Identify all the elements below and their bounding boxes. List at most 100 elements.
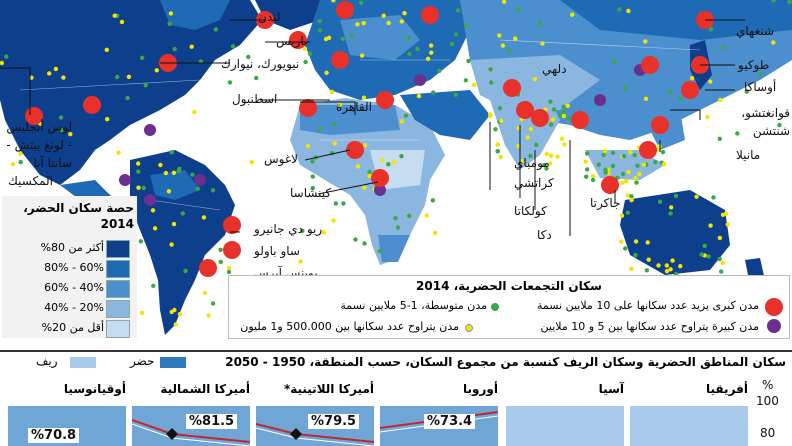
small-city-dot — [699, 252, 704, 257]
small-city-dot — [528, 126, 533, 132]
small-city-dot — [633, 239, 639, 244]
small-city-dot — [489, 80, 494, 85]
small-city-dot — [4, 54, 9, 59]
small-city-dot — [136, 169, 141, 174]
small-city-dot — [210, 188, 216, 193]
megacity-dot — [641, 56, 659, 74]
small-city-dot — [619, 213, 625, 218]
small-city-dot — [172, 46, 177, 52]
small-city-dot — [617, 7, 622, 12]
medium-city-dot — [491, 303, 499, 311]
megacity-dot — [681, 81, 699, 99]
small-city-dot — [206, 313, 211, 318]
small-city-dot — [180, 211, 185, 216]
small-city-dot — [677, 96, 682, 101]
small-city-dot — [298, 259, 303, 264]
small-city-dot — [626, 8, 631, 14]
small-city-dot — [310, 174, 315, 179]
small-city-dot — [463, 23, 469, 28]
small-city-dot — [386, 20, 391, 26]
small-city-dot — [566, 116, 571, 121]
small-city-dot — [136, 161, 141, 166]
small-city-dot — [708, 27, 714, 32]
small-city-dot — [506, 48, 512, 53]
small-city-dot — [641, 162, 647, 167]
axis-80: 80 — [760, 426, 776, 440]
legend-label: 20% - 40% — [44, 301, 104, 314]
city-mumbai: مومباي — [514, 156, 550, 170]
small-city-dot — [112, 13, 117, 18]
small-city-dot — [497, 33, 502, 38]
small-city-dot — [158, 162, 163, 168]
small-city-dot — [555, 154, 560, 159]
megacity-dot — [223, 241, 241, 259]
small-city-dot — [629, 266, 634, 271]
small-city-dot — [705, 114, 710, 120]
small-city-dot — [230, 44, 236, 49]
small-city-dot — [349, 33, 355, 38]
small-city-dot — [453, 92, 458, 98]
small-city-dot — [362, 241, 367, 246]
large-city-dot — [374, 184, 386, 196]
small-city-dot — [317, 126, 323, 131]
small-city-dot — [629, 197, 634, 203]
small-city-dot — [407, 213, 412, 219]
large-city-dot — [414, 74, 426, 86]
small-city-dot — [353, 237, 358, 242]
legend-row: 20% - 40% — [6, 300, 134, 319]
small-city-dot — [213, 27, 219, 32]
small-city-dot — [495, 142, 500, 147]
small-city-dot — [437, 68, 442, 74]
small-city-dot — [430, 198, 435, 203]
small-city-dot — [331, 218, 336, 223]
small-city-dot — [626, 169, 631, 175]
city-tokyo: طوكيو — [738, 58, 770, 72]
small-city-dot — [332, 122, 337, 127]
city-paris: باريس — [276, 34, 308, 48]
small-city-dot — [403, 113, 409, 118]
small-city-dot — [415, 46, 420, 52]
small-city-dot — [590, 174, 596, 179]
small-city-dot — [380, 158, 385, 163]
small-city-dot — [463, 78, 468, 83]
small-city-dot — [337, 102, 342, 108]
city-newyork: نيويورك، نيوارك — [221, 57, 300, 71]
small-city-dot — [333, 201, 338, 206]
small-city-dot — [758, 72, 763, 77]
small-city-dot — [402, 11, 407, 16]
region-north-america: أميركا الشمالية — [160, 382, 250, 396]
legend-swatch — [106, 320, 130, 338]
small-city-dot — [612, 59, 617, 64]
small-city-dot — [561, 109, 566, 114]
small-city-dot — [167, 21, 172, 26]
small-city-dot — [59, 127, 64, 133]
small-city-dot — [583, 159, 588, 164]
small-city-dot — [329, 89, 335, 95]
legend-label: 40% - 60% — [44, 281, 104, 294]
small-city-dot — [141, 185, 146, 191]
small-city-dot — [544, 166, 549, 171]
small-city-dot — [623, 246, 628, 251]
small-city-dot — [361, 95, 367, 100]
legend-swatch — [106, 240, 130, 258]
small-city-dot — [341, 201, 346, 206]
small-city-dot — [720, 45, 726, 50]
small-city-dot — [706, 254, 711, 259]
small-city-dot — [18, 151, 23, 156]
small-city-dot — [115, 74, 120, 80]
large-city-dot — [767, 319, 781, 333]
small-city-dot — [226, 265, 232, 271]
small-city-dot — [664, 269, 670, 274]
city-rio: ريو دي جانيرو — [254, 222, 323, 236]
megacity-dot — [571, 111, 589, 129]
chart-asia — [506, 406, 624, 446]
megacity-dot — [199, 259, 217, 277]
small-city-dot — [61, 75, 66, 80]
legend-row: 60% - 80% — [6, 260, 134, 279]
megacity-dot — [639, 141, 657, 159]
small-city-dot — [656, 263, 661, 268]
small-city-dot — [201, 215, 207, 220]
small-city-dot — [711, 195, 716, 200]
strip-title: سكان المناطق الحضرية وسكان الريف كنسبة م… — [225, 355, 786, 369]
small-city-dot — [720, 260, 726, 266]
